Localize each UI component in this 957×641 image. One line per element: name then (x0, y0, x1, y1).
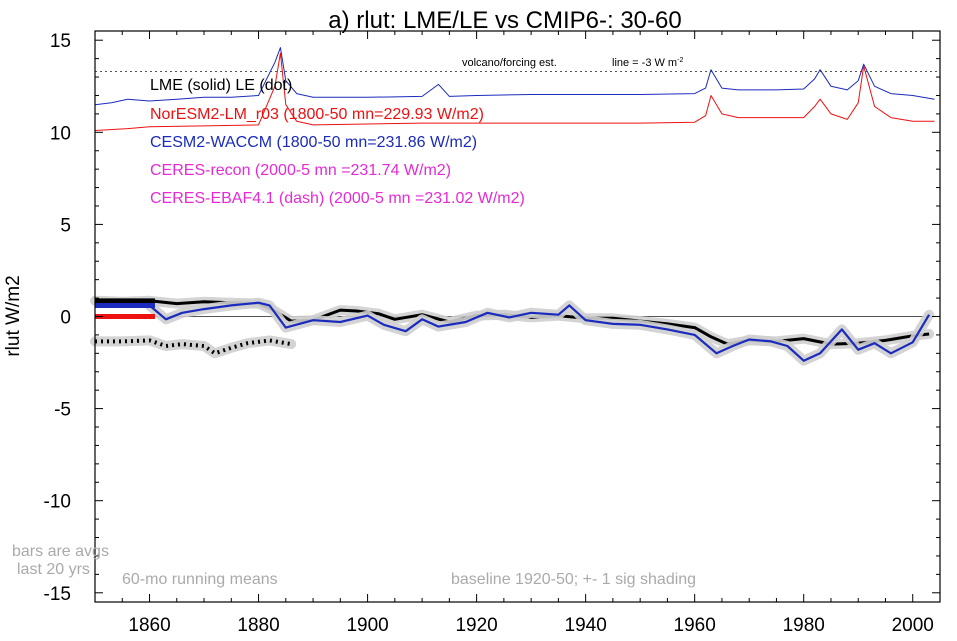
chart-title: a) rlut: LME/LE vs CMIP6-: 30-60 (328, 7, 681, 34)
x-tick-label: 1880 (237, 615, 279, 636)
y-tick-label: 5 (60, 215, 71, 236)
series-line-2 (148, 301, 931, 362)
legend-entry-2: CESM2-WACCM (1800-50 mn=231.86 W/m2) (150, 134, 477, 151)
legend-entry-3: CERES-recon (2000-5 mn =231.74 W/m2) (150, 162, 451, 179)
y-tick-label: 10 (50, 123, 71, 144)
annotation-volcano: volcano/forcing est. (462, 57, 557, 69)
annotation-bars-note-1: bars are avgs (12, 543, 109, 560)
x-tick-label: 1960 (674, 615, 716, 636)
x-tick-label: 1900 (346, 615, 388, 636)
x-tick-label: 1920 (455, 615, 497, 636)
legend-entry-4: CERES-EBAF4.1 (dash) (2000-5 mn =231.02 … (150, 190, 525, 207)
x-tick-label: 1860 (128, 615, 170, 636)
x-tick-label: 2000 (892, 615, 934, 636)
legend-entry-0: LME (solid) LE (dot) (150, 77, 292, 94)
y-tick-label: 0 (60, 308, 71, 329)
annotation-line-note: line = -3 W m-2 (612, 57, 683, 69)
y-tick-label: -15 (44, 584, 71, 605)
upper-series-line-0 (94, 47, 935, 106)
y-axis-label: rlut W/m2 (3, 275, 24, 356)
upper-series-line-1 (94, 52, 935, 131)
annotation-baseline: baseline 1920-50; +- 1 sig shading (451, 571, 696, 588)
y-tick-label: -10 (44, 492, 71, 513)
annotation-line-note-text: line = -3 W m (612, 57, 677, 69)
x-tick-label: 1980 (783, 615, 825, 636)
x-tick-label: 1940 (565, 615, 607, 636)
y-tick-label: -5 (54, 400, 71, 421)
annotation-running-means: 60-mo running means (122, 571, 278, 588)
annotation-line-note-sup: -2 (677, 57, 683, 64)
annotation-bars-note-2: last 20 yrs (17, 561, 90, 578)
legend-entry-1: NorESM2-LM_r03 (1800-50 mn=229.93 W/m2) (150, 106, 484, 123)
y-tick-label: 15 (50, 31, 71, 52)
series-shading-1 (90, 335, 297, 359)
